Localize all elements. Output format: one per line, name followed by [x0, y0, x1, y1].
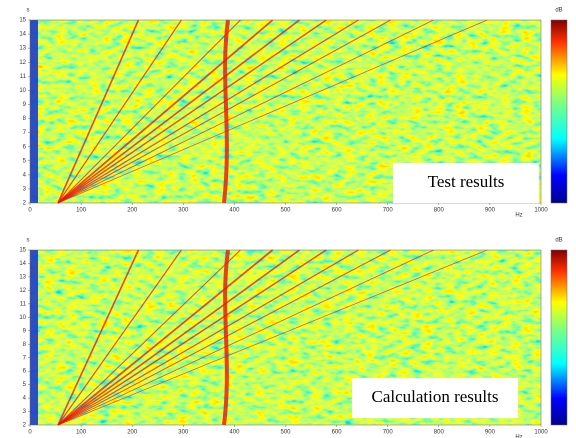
- order-line: [57, 249, 359, 426]
- x-tick-label: 0: [28, 208, 32, 214]
- x-tick-label: 100: [76, 430, 87, 436]
- colorbar: [550, 249, 568, 426]
- y-tick-label: 10: [19, 315, 26, 321]
- y-tick-label: 15: [19, 18, 26, 24]
- y-tick-label: 14: [19, 261, 26, 267]
- order-line: [57, 19, 300, 204]
- order-line: [57, 249, 274, 426]
- annotation: Test results: [428, 172, 505, 191]
- x-tick-label: 400: [229, 430, 240, 436]
- y-tick-label: 4: [23, 396, 27, 402]
- annotation-box: [393, 163, 539, 203]
- order-line: [57, 19, 327, 204]
- x-tick-label: 500: [280, 208, 291, 214]
- y-tick-label: 12: [19, 60, 26, 66]
- order-line: [57, 19, 241, 204]
- x-tick-label: 900: [485, 208, 496, 214]
- x-tick-label: 800: [434, 430, 445, 436]
- x-tick-label: 300: [178, 208, 189, 214]
- x-tick-label: 100: [76, 208, 87, 214]
- y-tick-label: 8: [23, 116, 27, 122]
- y-tick-label: 6: [23, 369, 27, 375]
- y-tick-label: 11: [20, 301, 27, 307]
- resonance-band: [222, 19, 230, 204]
- y-tick-label: 11: [20, 74, 27, 80]
- y-tick-label: 6: [23, 144, 27, 150]
- y-tick-label: 13: [19, 46, 26, 52]
- order-line: [57, 19, 182, 204]
- y-tick-label: 8: [23, 342, 27, 348]
- y-tick-label: 12: [19, 288, 26, 294]
- y-tick-label: 5: [23, 158, 27, 164]
- order-line: [57, 19, 359, 204]
- order-line: [57, 19, 488, 204]
- x-tick-label: 1000: [534, 208, 548, 214]
- panel: 0 100 200 300 400 500 600 700 800 900 1000 2 3 4 5 6 7 8 9…: [19, 8, 568, 219]
- y-tick-label: 14: [19, 32, 26, 38]
- colorbar-label: dB: [555, 238, 562, 244]
- order-line: [57, 249, 488, 426]
- y-unit: s: [27, 238, 30, 244]
- y-tick-label: 15: [19, 248, 26, 254]
- order-line: [57, 19, 140, 204]
- x-tick-label: 600: [332, 208, 343, 214]
- x-tick-label: 200: [127, 208, 138, 214]
- x-tick-label: 700: [383, 208, 394, 214]
- x-tick-label: 800: [434, 208, 445, 214]
- x-tick-label: 400: [229, 208, 240, 214]
- x-tick-label: 1000: [534, 430, 548, 436]
- x-tick-label: 200: [127, 430, 138, 436]
- panel: 0 100 200 300 400 500 600 700 800 900 1000 2 3 4 5 6 7 8 9…: [19, 238, 568, 438]
- x-unit: Hz: [515, 435, 522, 438]
- y-tick-label: 9: [23, 102, 27, 108]
- colorbar: [550, 19, 568, 204]
- y-tick-label: 13: [19, 275, 26, 281]
- order-line: [57, 249, 241, 426]
- x-tick-label: 0: [28, 430, 32, 436]
- y-tick-label: 2: [23, 423, 27, 429]
- x-tick-label: 500: [280, 430, 291, 436]
- order-line: [57, 19, 434, 204]
- x-tick-label: 700: [383, 430, 394, 436]
- low-frequency-band: [30, 20, 38, 203]
- order-line: [57, 19, 274, 204]
- resonance-band: [222, 249, 230, 426]
- colorbar-label: dB: [555, 8, 562, 14]
- low-frequency-band: [30, 250, 38, 425]
- y-tick-label: 7: [23, 355, 27, 361]
- order-line: [57, 249, 140, 426]
- y-tick-label: 7: [23, 130, 27, 136]
- x-tick-label: 900: [485, 430, 496, 436]
- y-tick-label: 3: [23, 187, 27, 193]
- x-tick-label: 600: [332, 430, 343, 436]
- y-tick-label: 9: [23, 328, 27, 334]
- y-tick-label: 3: [23, 409, 27, 415]
- x-tick-label: 300: [178, 430, 189, 436]
- order-line: [57, 249, 327, 426]
- y-tick-label: 4: [23, 172, 27, 178]
- annotation: Calculation results: [371, 387, 498, 406]
- order-line: [57, 249, 182, 426]
- y-tick-label: 10: [19, 88, 26, 94]
- x-unit: Hz: [515, 213, 522, 219]
- y-tick-label: 5: [23, 382, 27, 388]
- order-line: [57, 249, 300, 426]
- y-unit: s: [27, 8, 30, 14]
- order-line: [57, 249, 434, 426]
- annotation-box: [352, 378, 518, 418]
- y-tick-label: 2: [23, 201, 27, 207]
